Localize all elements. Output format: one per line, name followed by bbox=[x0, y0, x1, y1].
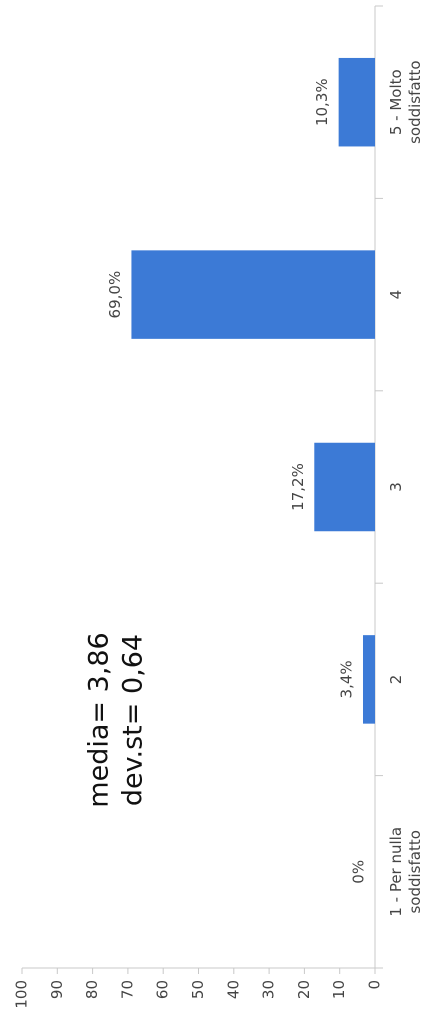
x-tick-label: 1 - Per nulla soddisfatto bbox=[387, 826, 424, 917]
x-tick-label-box: 4 bbox=[387, 289, 405, 300]
x-tick-label: 2 bbox=[387, 674, 405, 685]
y-tick-label: 50 bbox=[189, 980, 207, 999]
x-tick-label-box: 3 bbox=[387, 482, 405, 492]
y-tick-label: 10 bbox=[330, 980, 348, 999]
value-label: 17,2% bbox=[289, 463, 307, 511]
y-tick-label: 90 bbox=[48, 980, 66, 999]
y-tick-label: 30 bbox=[260, 980, 278, 999]
annotation: media= 3,86 bbox=[84, 632, 115, 807]
bar bbox=[362, 635, 375, 724]
x-tick-label-box: 2 bbox=[387, 674, 405, 685]
y-tick-label: 20 bbox=[295, 980, 313, 999]
x-tick-label-box: 5 - Molto soddisfatto bbox=[387, 60, 424, 144]
value-label: 0% bbox=[350, 860, 368, 884]
x-tick-label: 3 bbox=[387, 482, 405, 492]
annotation: dev.st= 0,64 bbox=[118, 634, 149, 806]
x-tick-label-box: 1 - Per nulla soddisfatto bbox=[387, 826, 424, 917]
y-tick-label: 80 bbox=[83, 980, 101, 999]
y-tick-label: 70 bbox=[118, 980, 136, 999]
x-tick-label: 4 bbox=[387, 289, 405, 300]
rotated-plot: 0 10 20 30 40 50 60 70 80 90 100 1 - Per nulla sodd… bbox=[13, 5, 424, 1009]
value-label: 3,4% bbox=[337, 660, 355, 698]
bar bbox=[314, 442, 375, 532]
y-tick-label: 40 bbox=[224, 980, 242, 999]
y-tick-label: 0 bbox=[366, 980, 384, 990]
bar bbox=[131, 250, 375, 339]
y-tick-label: 60 bbox=[154, 980, 172, 999]
x-tick-label: 5 - Molto soddisfatto bbox=[387, 60, 424, 144]
bar bbox=[338, 57, 375, 147]
value-label: 10,3% bbox=[313, 78, 331, 126]
y-tick-label: 100 bbox=[13, 980, 31, 1009]
value-label: 69,0% bbox=[106, 271, 124, 319]
